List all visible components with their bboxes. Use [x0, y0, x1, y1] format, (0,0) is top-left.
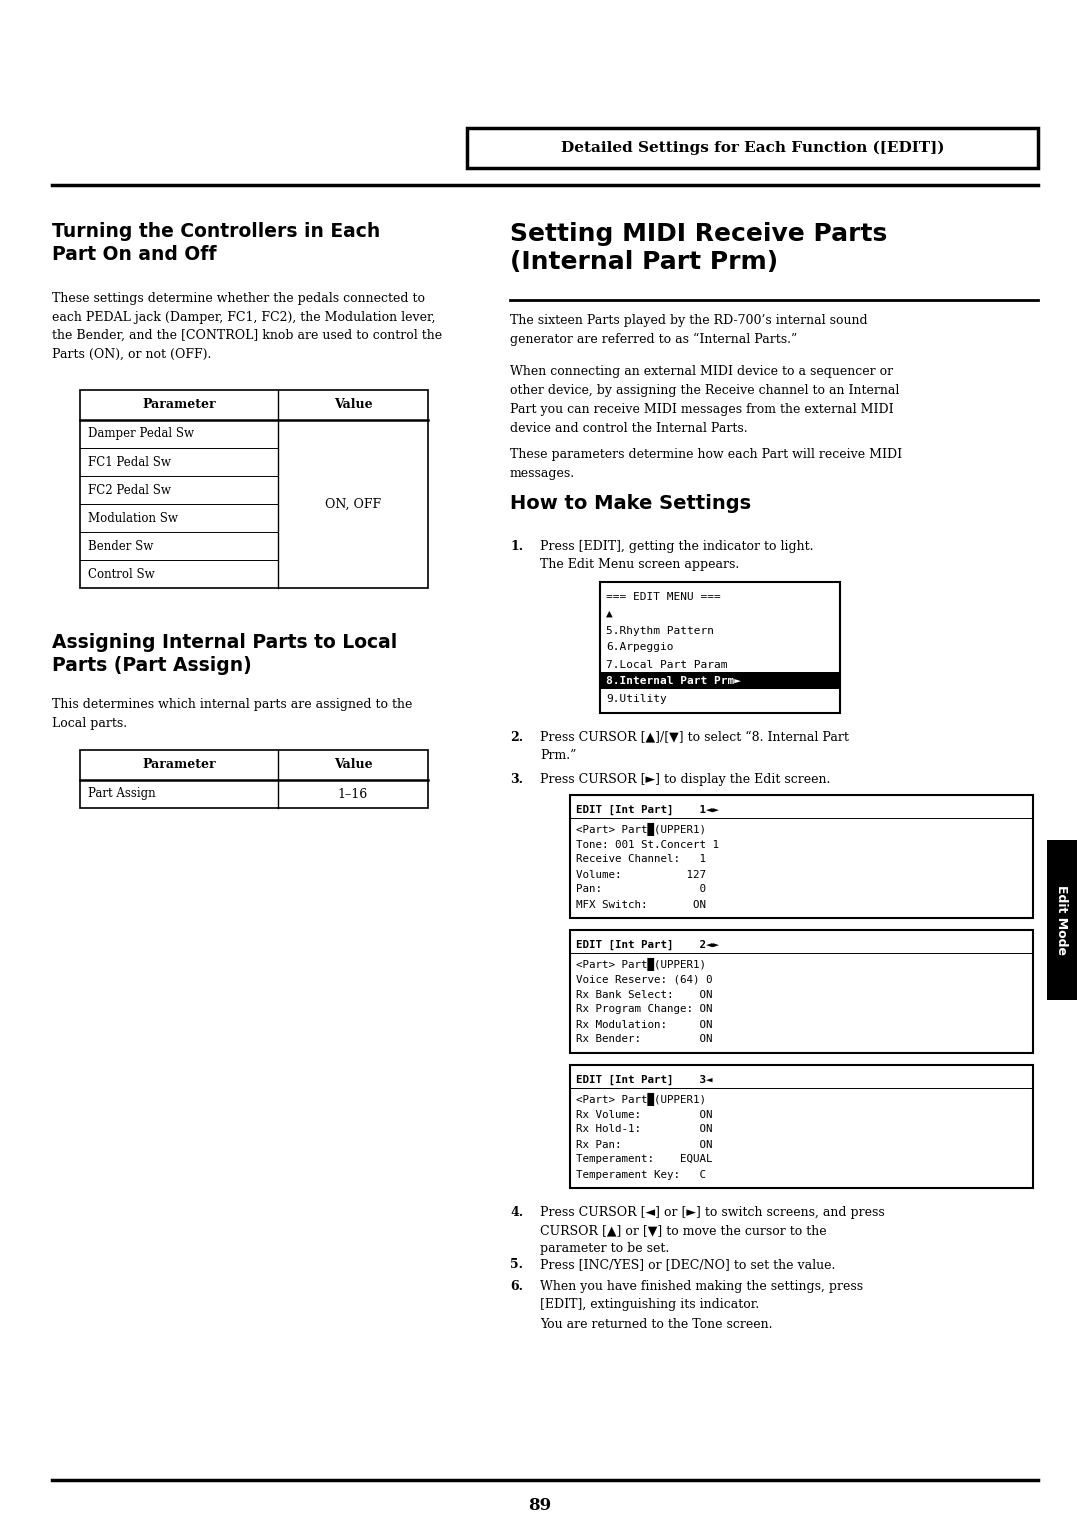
Text: Temperament:    EQUAL: Temperament: EQUAL — [576, 1155, 713, 1164]
Text: 7.Local Part Param: 7.Local Part Param — [606, 660, 728, 669]
Bar — [570, 795, 1032, 918]
Text: 1–16: 1–16 — [338, 787, 368, 801]
Text: <Part> Part█(UPPER1): <Part> Part█(UPPER1) — [576, 1093, 706, 1106]
Text: When you have finished making the settings, press
[EDIT], extinguishing its indi: When you have finished making the settin… — [540, 1280, 863, 1311]
Text: 3.: 3. — [510, 773, 523, 785]
Text: Control Sw: Control Sw — [87, 567, 154, 581]
Text: Edit Mode: Edit Mode — [1055, 885, 1068, 955]
Text: MFX Switch:       ON: MFX Switch: ON — [576, 900, 706, 909]
Text: Rx Pan:            ON: Rx Pan: ON — [576, 1140, 713, 1149]
Text: 5.Rhythm Pattern: 5.Rhythm Pattern — [606, 625, 714, 636]
Text: Rx Hold-1:         ON: Rx Hold-1: ON — [576, 1125, 713, 1134]
Text: Assigning Internal Parts to Local
Parts (Part Assign): Assigning Internal Parts to Local Parts … — [52, 633, 397, 675]
Text: Voice Reserve: (64) 0: Voice Reserve: (64) 0 — [576, 975, 713, 984]
Text: Rx Program Change: ON: Rx Program Change: ON — [576, 1004, 713, 1015]
Text: You are returned to the Tone screen.: You are returned to the Tone screen. — [540, 1319, 772, 1331]
Text: 6.Arpeggio: 6.Arpeggio — [606, 642, 674, 652]
Text: 2.: 2. — [510, 730, 523, 744]
Text: 9.Utility: 9.Utility — [606, 694, 666, 703]
Text: EDIT [Int Part]    3◄: EDIT [Int Part] 3◄ — [576, 1074, 713, 1085]
Text: Press CURSOR [▲]/[▼] to select “8. Internal Part
Prm.”: Press CURSOR [▲]/[▼] to select “8. Inter… — [540, 730, 849, 762]
Text: Bender Sw: Bender Sw — [87, 539, 153, 553]
Bar — [80, 390, 428, 588]
Text: 89: 89 — [528, 1496, 552, 1514]
Text: === EDIT MENU ===: === EDIT MENU === — [606, 591, 720, 602]
Text: Receive Channel:   1: Receive Channel: 1 — [576, 854, 706, 865]
Text: Press [INC/YES] or [DEC/NO] to set the value.: Press [INC/YES] or [DEC/NO] to set the v… — [540, 1258, 835, 1271]
Text: Press CURSOR [►] to display the Edit screen.: Press CURSOR [►] to display the Edit scr… — [540, 773, 831, 785]
Text: Value: Value — [334, 399, 373, 411]
Text: Tone: 001 St.Concert 1: Tone: 001 St.Concert 1 — [576, 839, 719, 850]
Text: FC2 Pedal Sw: FC2 Pedal Sw — [87, 483, 171, 497]
Bar — [80, 750, 428, 808]
Text: The Edit Menu screen appears.: The Edit Menu screen appears. — [540, 558, 739, 571]
Text: When connecting an external MIDI device to a sequencer or
other device, by assig: When connecting an external MIDI device … — [510, 365, 900, 435]
Text: Damper Pedal Sw: Damper Pedal Sw — [87, 428, 194, 440]
Text: Parameter: Parameter — [143, 399, 216, 411]
Text: Volume:          127: Volume: 127 — [576, 869, 706, 880]
Text: Rx Bank Select:    ON: Rx Bank Select: ON — [576, 990, 713, 999]
Text: EDIT [Int Part]    2◄►: EDIT [Int Part] 2◄► — [576, 940, 719, 949]
Text: This determines which internal parts are assigned to the
Local parts.: This determines which internal parts are… — [52, 698, 413, 729]
Text: Value: Value — [334, 758, 373, 772]
Bar — [570, 931, 1032, 1053]
Text: 6.: 6. — [510, 1280, 523, 1293]
Text: Rx Volume:         ON: Rx Volume: ON — [576, 1109, 713, 1120]
Text: 8.Internal Part Prm►: 8.Internal Part Prm► — [606, 677, 741, 686]
Bar — [570, 1065, 1032, 1187]
Text: <Part> Part█(UPPER1): <Part> Part█(UPPER1) — [576, 824, 706, 836]
Text: 1.: 1. — [510, 539, 523, 553]
Text: EDIT [Int Part]    1◄►: EDIT [Int Part] 1◄► — [576, 804, 719, 814]
Text: These settings determine whether the pedals connected to
each PEDAL jack (Damper: These settings determine whether the ped… — [52, 292, 442, 361]
Text: Rx Bender:         ON: Rx Bender: ON — [576, 1034, 713, 1045]
Text: FC1 Pedal Sw: FC1 Pedal Sw — [87, 455, 171, 469]
Text: ▲: ▲ — [606, 608, 612, 619]
Text: Detailed Settings for Each Function ([EDIT]): Detailed Settings for Each Function ([ED… — [561, 141, 944, 156]
Text: 5.: 5. — [510, 1258, 523, 1271]
Bar — [600, 672, 839, 689]
Text: ON, OFF: ON, OFF — [325, 498, 381, 510]
Text: Press [EDIT], getting the indicator to light.: Press [EDIT], getting the indicator to l… — [540, 539, 813, 553]
Bar — [600, 582, 840, 714]
Text: Rx Modulation:     ON: Rx Modulation: ON — [576, 1019, 713, 1030]
Text: Turning the Controllers in Each
Part On and Off: Turning the Controllers in Each Part On … — [52, 222, 380, 264]
Text: These parameters determine how each Part will receive MIDI
messages.: These parameters determine how each Part… — [510, 448, 902, 480]
Text: <Part> Part█(UPPER1): <Part> Part█(UPPER1) — [576, 958, 706, 970]
Text: Part Assign: Part Assign — [87, 787, 156, 801]
Text: How to Make Settings: How to Make Settings — [510, 494, 751, 513]
Bar — [1047, 840, 1077, 999]
Bar — [467, 128, 1038, 168]
Text: Setting MIDI Receive Parts
(Internal Part Prm): Setting MIDI Receive Parts (Internal Par… — [510, 222, 888, 274]
Text: 4.: 4. — [510, 1206, 523, 1219]
Text: Pan:               0: Pan: 0 — [576, 885, 706, 894]
Text: The sixteen Parts played by the RD-700’s internal sound
generator are referred t: The sixteen Parts played by the RD-700’s… — [510, 313, 867, 347]
Text: Parameter: Parameter — [143, 758, 216, 772]
Text: Modulation Sw: Modulation Sw — [87, 512, 178, 524]
Text: Press CURSOR [◄] or [►] to switch screens, and press
CURSOR [▲] or [▼] to move t: Press CURSOR [◄] or [►] to switch screen… — [540, 1206, 885, 1254]
Text: Temperament Key:   C: Temperament Key: C — [576, 1169, 706, 1180]
